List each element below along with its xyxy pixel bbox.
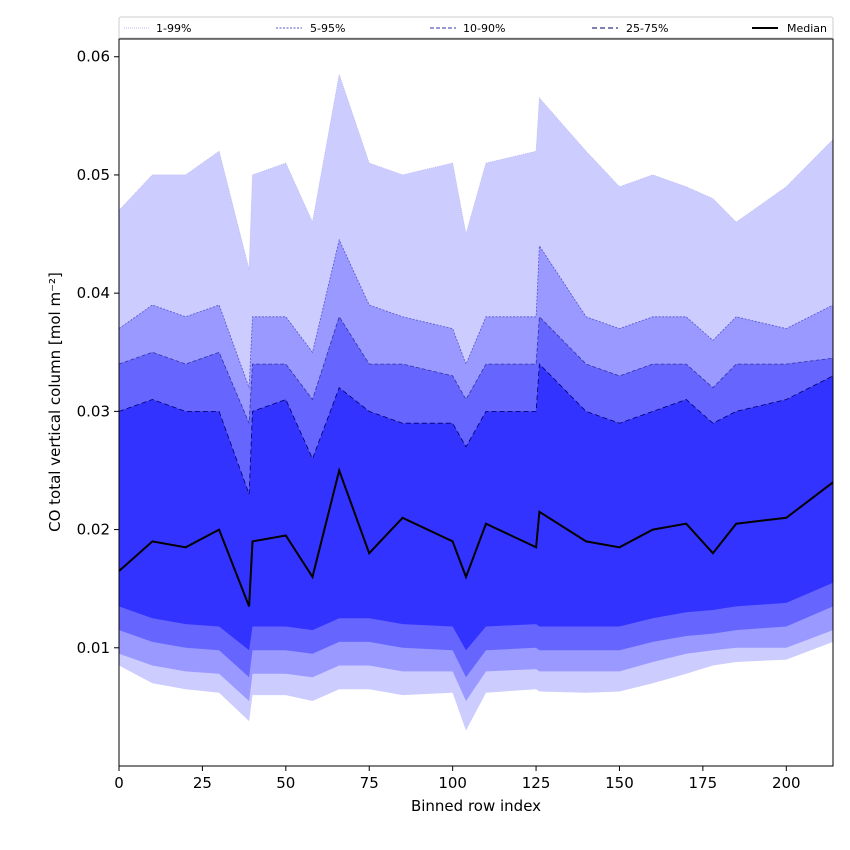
y-tick-label: 0.02 xyxy=(77,521,110,539)
band-upper-line-1-99 xyxy=(118,74,834,270)
median-line xyxy=(118,467,834,607)
legend-label: 10-90% xyxy=(463,22,505,35)
y-tick-label: 0.04 xyxy=(77,284,110,302)
percentile-bands xyxy=(118,74,834,731)
band-upper-line-5-95 xyxy=(118,238,834,388)
legend-box xyxy=(118,16,834,39)
x-tick-label: 25 xyxy=(193,774,212,792)
band-25-75 xyxy=(119,364,833,651)
legend-label: 1-99% xyxy=(156,22,191,35)
plot-frame xyxy=(118,38,834,767)
x-tick-label: 200 xyxy=(772,774,801,792)
x-tick-label: 50 xyxy=(276,774,295,792)
x-tick-label: 125 xyxy=(522,774,551,792)
legend-label: 5-95% xyxy=(310,22,345,35)
band-upper-line-25-75 xyxy=(118,363,834,495)
legend: 1-99% 5-95% 10-90% 25-75% Median xyxy=(118,16,834,39)
x-tick-label: 75 xyxy=(360,774,379,792)
legend-label: Median xyxy=(787,22,827,35)
y-tick-label: 0.01 xyxy=(77,639,110,657)
legend-label: 25-75% xyxy=(626,22,668,35)
y-tick-label: 0.06 xyxy=(77,48,110,66)
band-upper-line-10-90 xyxy=(118,315,834,424)
y-axis-ticks: 0.01 0.02 0.03 0.04 0.05 0.06 xyxy=(77,48,119,657)
x-axis-ticks: 0 25 50 75 100 125 150 175 200 xyxy=(114,766,801,792)
x-tick-label: 0 xyxy=(114,774,124,792)
x-tick-label: 150 xyxy=(605,774,634,792)
x-tick-label: 175 xyxy=(689,774,718,792)
y-tick-label: 0.03 xyxy=(77,402,110,420)
median-layer xyxy=(118,467,834,607)
y-tick-label: 0.05 xyxy=(77,166,110,184)
x-tick-label: 100 xyxy=(438,774,467,792)
x-axis-label: Binned row index xyxy=(411,797,541,815)
y-axis-label: CO total vertical column [mol m⁻²] xyxy=(46,272,64,532)
